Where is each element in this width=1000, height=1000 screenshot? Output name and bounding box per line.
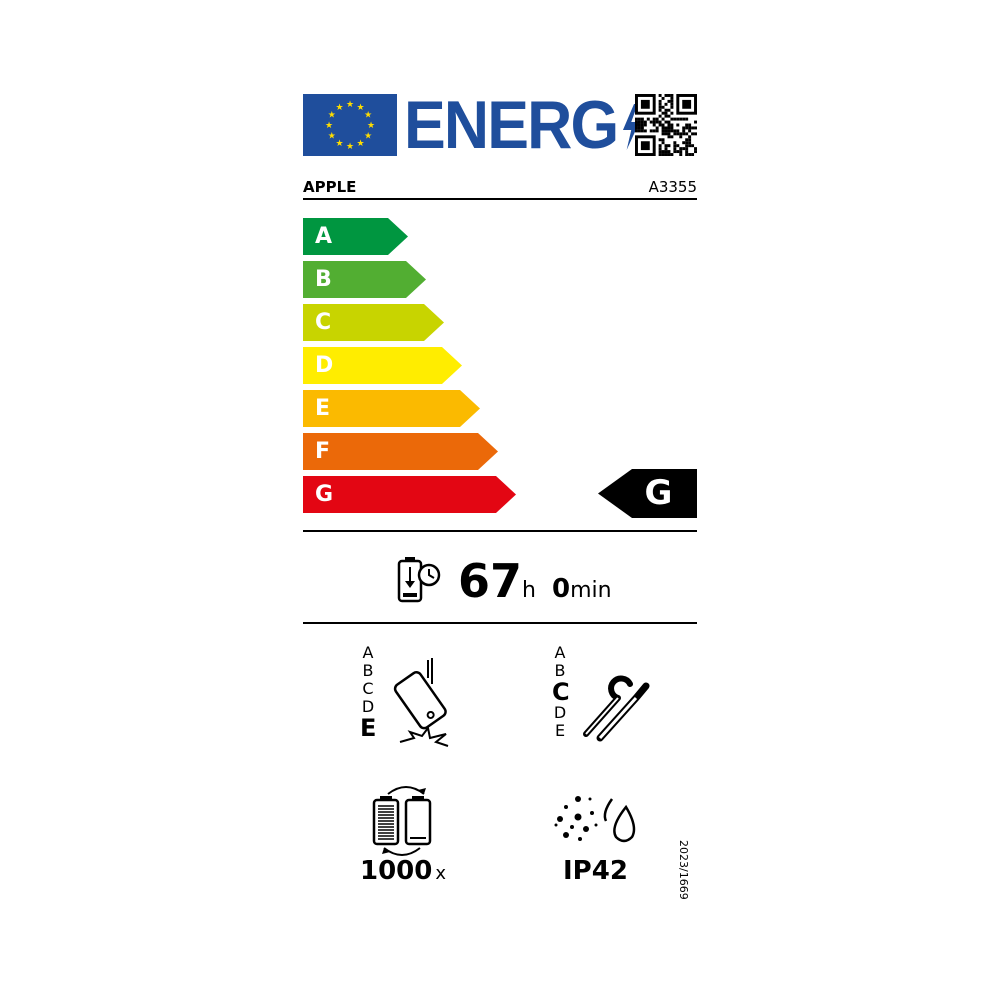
star-icon: ★ <box>356 139 364 149</box>
star-icon: ★ <box>367 121 375 131</box>
star-icon: ★ <box>364 111 372 121</box>
scale-class-a: A <box>362 643 374 662</box>
star-icon: ★ <box>328 111 336 121</box>
star-icon: ★ <box>356 103 364 113</box>
energy-logo: ENERG <box>404 88 641 162</box>
battery-cycles-icon <box>372 786 432 856</box>
scale-class-d: D <box>361 697 375 716</box>
divider <box>303 530 697 532</box>
energy-class-bar-e: E <box>303 390 480 427</box>
scale-class-b: B <box>554 661 566 680</box>
star-icon: ★ <box>325 121 333 131</box>
supplier-name: APPLE <box>303 178 357 196</box>
energy-class-indicator: G <box>598 469 697 518</box>
star-icon: ★ <box>364 132 372 142</box>
scale-class-b: B <box>362 661 374 680</box>
energy-class-bar-c: C <box>303 304 444 341</box>
phone-drop-icon <box>393 658 449 747</box>
star-icon: ★ <box>335 139 343 149</box>
repair-tools-icon <box>583 675 650 742</box>
dust-water-icon <box>554 796 636 843</box>
battery-endurance-value: 67h 0min <box>458 554 612 608</box>
scale-class-a: A <box>554 643 566 662</box>
energy-class-bar-d: D <box>303 347 462 384</box>
star-icon: ★ <box>346 100 354 110</box>
eu-stars-icon: ★★★★★★★★★ ★ ★★ <box>325 100 375 152</box>
scale-class-c: C <box>552 678 570 706</box>
divider <box>303 198 697 200</box>
star-icon: ★ <box>328 132 336 142</box>
scale-class-e: E <box>554 721 566 740</box>
energy-class-bar-g: G <box>303 476 516 513</box>
eu-flag-logo: ★ ★ ★ ★ ★ ★ ★ ★ ★ ★ ★ ★ <box>303 94 397 156</box>
battery-endurance-icon <box>397 557 441 603</box>
energy-class-bar-b: B <box>303 261 426 298</box>
star-icon: ★ <box>335 103 343 113</box>
ingress-protection-value: IP42 <box>563 856 628 886</box>
qr-code[interactable] <box>635 94 697 156</box>
lightning-icon <box>622 104 640 150</box>
scale-class-c: C <box>362 679 374 698</box>
model-identifier: A3355 <box>648 178 697 196</box>
scale-class-d: D <box>553 703 567 722</box>
divider <box>303 622 697 624</box>
star-icon: ★ <box>346 142 354 152</box>
energy-logo-text: ENERG <box>404 87 619 163</box>
regulation-number: 2023/1669 <box>677 840 690 900</box>
battery-cycles-value: 1000 x <box>360 856 447 886</box>
energy-class-bar-f: F <box>303 433 498 470</box>
scale-class-e: E <box>360 714 377 742</box>
energy-class-bar-a: A <box>303 218 408 255</box>
